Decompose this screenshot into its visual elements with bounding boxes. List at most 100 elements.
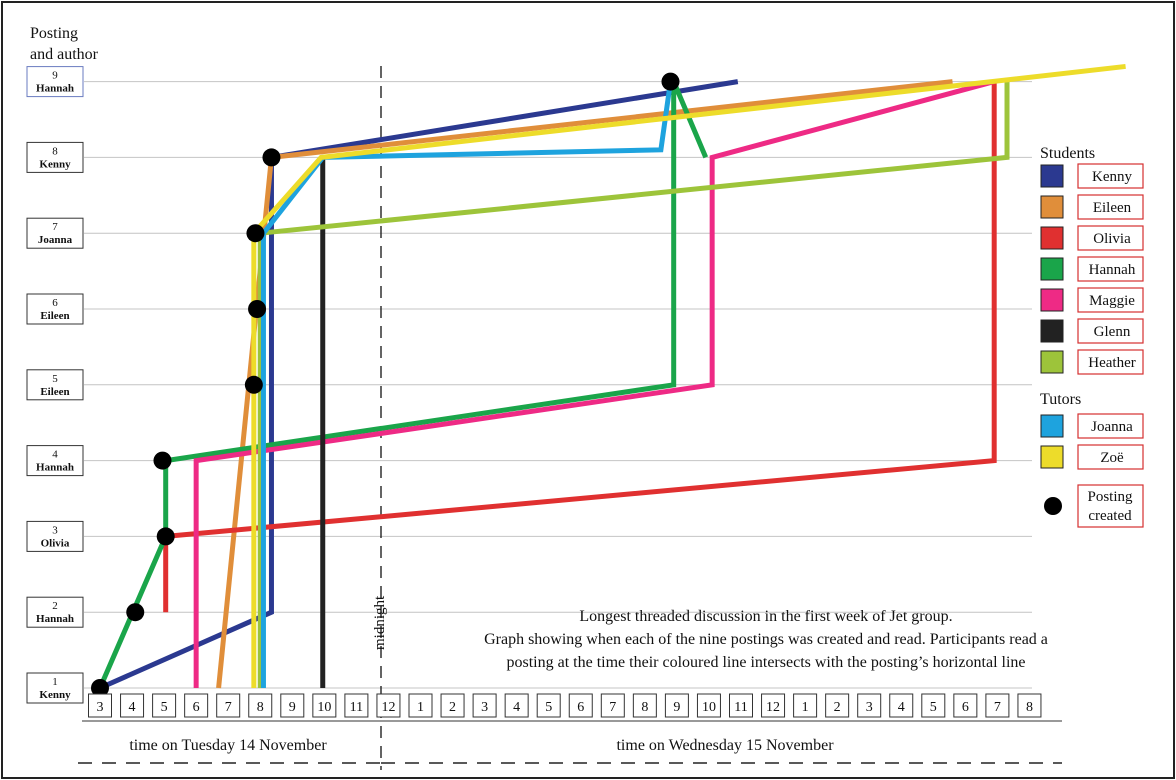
hour-tick-box — [536, 693, 561, 718]
posting-label-box — [26, 520, 84, 552]
legend-swatch — [1040, 445, 1064, 469]
legend-swatch — [1040, 288, 1064, 312]
hour-tick-label: 12 — [766, 700, 780, 715]
legend-name-box — [1077, 413, 1144, 439]
hour-tick-label: 9 — [673, 700, 680, 715]
hour-tick-label: 8 — [257, 700, 264, 715]
reading-line-maggie — [193, 79, 995, 688]
hour-tick-box — [152, 693, 177, 718]
hour-tick: 6 — [953, 693, 978, 718]
posting-created-dot-1 — [91, 679, 109, 697]
posting-author: Eileen — [40, 310, 69, 322]
legend-student-kenny: Kenny — [1040, 163, 1144, 189]
hour-tick-box — [889, 693, 914, 718]
legend-swatch — [1040, 319, 1064, 343]
legend-name: Eileen — [1093, 200, 1132, 216]
hour-tick-box — [921, 693, 946, 718]
posting-author: Kenny — [39, 689, 71, 701]
posting-author: Joanna — [38, 234, 73, 246]
legend-name-box — [1077, 444, 1144, 470]
hour-tick-box — [825, 693, 850, 718]
posting-author: Hannah — [36, 83, 74, 95]
hour-tick: 4 — [504, 693, 529, 718]
hour-tick: 9 — [280, 693, 305, 718]
legend-student-heather: Heather — [1040, 349, 1144, 375]
hour-tick-label: 8 — [641, 700, 648, 715]
posting-created-dot-6 — [248, 300, 267, 318]
hour-tick-box — [857, 693, 882, 718]
legend-name: Olivia — [1093, 231, 1131, 247]
legend-name: Joanna — [1091, 419, 1133, 435]
legend-tutors-title: Tutors — [1040, 391, 1081, 408]
hour-tick: 6 — [184, 693, 209, 718]
hour-tick-box — [664, 693, 689, 718]
posting-label-box — [26, 672, 84, 704]
hour-tick-label: 9 — [289, 700, 296, 715]
hour-tick: 7 — [216, 693, 241, 718]
legend-tutor-zo: Zoë — [1040, 444, 1144, 470]
hour-tick: 4 — [889, 693, 914, 718]
legend-name-box — [1077, 287, 1144, 313]
legend-posting-line1: Posting — [1087, 489, 1133, 505]
tuesday-day-label: time on Tuesday 14 November — [129, 737, 327, 754]
posting-number: 1 — [52, 676, 58, 688]
hour-tick: 1 — [408, 693, 433, 718]
hour-tick-box — [953, 693, 978, 718]
hour-tick: 5 — [536, 693, 561, 718]
legend-name-box — [1077, 256, 1144, 282]
posting-number: 8 — [52, 145, 58, 157]
legend-name: Glenn — [1094, 324, 1131, 340]
posting-created-dot-7 — [246, 224, 265, 243]
reading-line-olivia — [163, 81, 997, 613]
hour-tick-label: 10 — [317, 700, 331, 715]
legend-student-glenn: Glenn — [1040, 318, 1144, 344]
legend-student-eileen: Eileen — [1040, 194, 1144, 220]
posting-author: Hannah — [36, 462, 74, 474]
hour-tick-label: 6 — [577, 700, 584, 715]
legend-swatch — [1040, 257, 1064, 281]
hour-tick-label: 5 — [545, 700, 552, 715]
posting-label-box — [26, 217, 84, 249]
hour-tick-box — [184, 693, 209, 718]
hour-tick-label: 5 — [161, 700, 168, 715]
posting-label-box — [26, 66, 84, 98]
posting-created-dot-9 — [661, 72, 680, 91]
hour-tick: 8 — [248, 693, 273, 718]
posting-label-box — [26, 293, 84, 325]
hour-tick: 1 — [793, 693, 818, 718]
posting-number: 7 — [52, 221, 58, 233]
hour-tick-label: 6 — [193, 700, 200, 715]
legend-name: Heather — [1088, 355, 1135, 371]
hour-tick: 9 — [664, 693, 689, 718]
posting-created-dot-8 — [262, 148, 281, 167]
reading-line-hannah — [97, 80, 709, 689]
posting-created-dot-3 — [156, 527, 175, 546]
legend-student-maggie: Maggie — [1040, 287, 1144, 313]
hour-tick-box — [696, 693, 721, 718]
hour-tick: 7 — [600, 693, 625, 718]
posting-labels: 1Kenny2Hannah3Olivia4Hannah5Eileen6Eilee… — [26, 66, 84, 704]
legend-posting-line2: created — [1088, 508, 1132, 524]
posting-number: 9 — [52, 70, 58, 82]
legend-tutors: Joanna Zoë — [1040, 413, 1144, 470]
hour-tick-label: 11 — [734, 700, 747, 715]
hour-tick-box — [985, 693, 1010, 718]
legend-name: Zoë — [1100, 450, 1124, 466]
posting-created-dot-5 — [244, 375, 263, 394]
midnight-label: midnight — [372, 595, 388, 650]
hour-tick-label: 3 — [866, 700, 873, 715]
hour-tick: 10 — [696, 693, 721, 718]
legend-name: Kenny — [1092, 169, 1132, 185]
legend-student-olivia: Olivia — [1040, 225, 1144, 251]
hour-tick-label: 2 — [449, 700, 456, 715]
posting-created-dot-4 — [153, 451, 172, 470]
hour-tick: 5 — [152, 693, 177, 718]
hour-tick-box — [280, 693, 305, 718]
hour-tick-label: 1 — [417, 700, 424, 715]
hour-tick-label: 3 — [97, 700, 104, 715]
